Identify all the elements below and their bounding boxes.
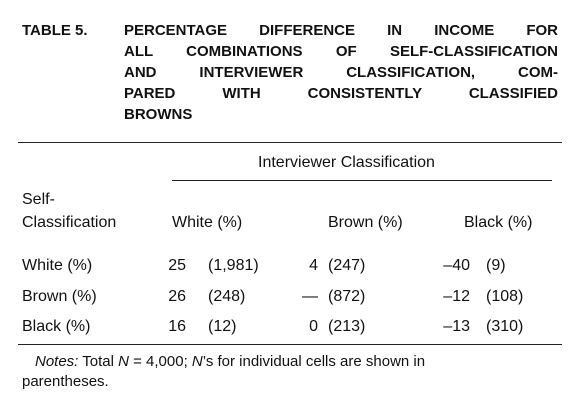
- count-cell: (12): [208, 318, 237, 335]
- notes-text: ’s for individual cells are shown in par…: [22, 353, 426, 390]
- count-cell: (213): [328, 318, 366, 335]
- row-label: Black (%): [22, 318, 91, 335]
- percent-cell: —: [302, 288, 318, 305]
- title-line: ALL COMBINATIONS OF SELF-CLASSIFICATION: [124, 43, 558, 60]
- column-header: White (%): [172, 214, 243, 231]
- spanner-rule: [172, 180, 552, 181]
- spanner-header: Interviewer Classification: [258, 154, 435, 171]
- count-cell: (247): [328, 257, 366, 274]
- title-line: BROWNS: [124, 106, 193, 123]
- percent-cell: –40: [443, 257, 470, 274]
- bottom-rule: [18, 344, 562, 345]
- stub-header: Classification: [22, 214, 117, 231]
- title-line: PARED WITH CONSISTENTLY CLASSIFIED: [124, 85, 558, 102]
- count-cell: (108): [486, 288, 524, 305]
- percent-cell: 4: [309, 257, 318, 274]
- percent-cell: 0: [309, 318, 318, 335]
- percent-cell: 25: [168, 257, 186, 274]
- notes-symbol: N: [118, 353, 129, 370]
- count-cell: (1,981): [208, 257, 259, 274]
- count-cell: (310): [486, 318, 524, 335]
- notes-text: = 4,000;: [128, 353, 192, 370]
- stub-header: Self-: [22, 191, 55, 208]
- percent-cell: –13: [443, 318, 470, 335]
- percent-cell: 16: [168, 318, 186, 335]
- count-cell: (248): [208, 288, 246, 305]
- top-rule: [18, 142, 562, 143]
- column-header: Brown (%): [328, 214, 403, 231]
- percent-cell: –12: [443, 288, 470, 305]
- notes-symbol: N: [191, 353, 203, 370]
- table-label: TABLE 5.: [22, 22, 88, 39]
- percent-cell: 26: [168, 288, 186, 305]
- title-line: AND INTERVIEWER CLASSIFICATION, COM-: [124, 64, 558, 81]
- title-line: PERCENTAGE DIFFERENCE IN INCOME FOR: [124, 22, 558, 39]
- notes: Notes: Total N = 4,000; N’s for individu…: [22, 352, 462, 392]
- column-header: Black (%): [464, 214, 533, 231]
- row-label: Brown (%): [22, 288, 97, 305]
- notes-text: Total: [78, 353, 119, 370]
- notes-label: Notes:: [35, 353, 79, 370]
- count-cell: (872): [328, 288, 366, 305]
- row-label: White (%): [22, 257, 93, 274]
- count-cell: (9): [486, 257, 506, 274]
